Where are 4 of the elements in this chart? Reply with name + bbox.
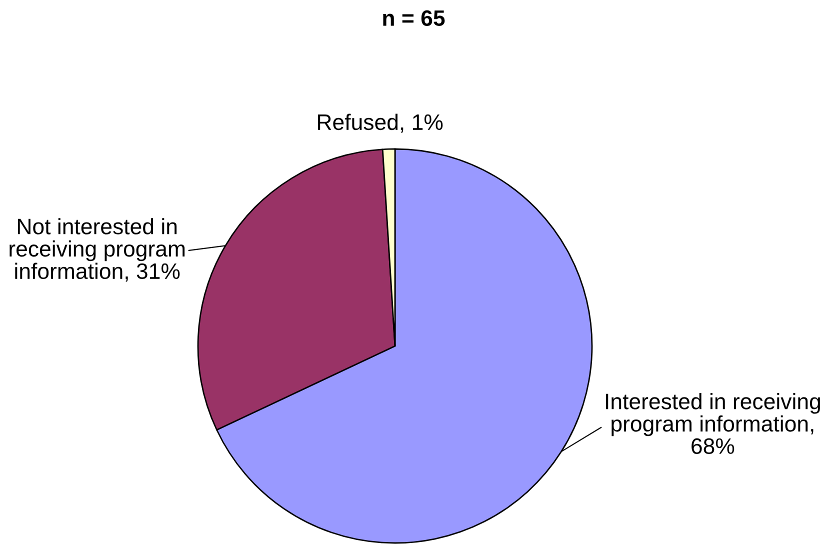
chart-title: n = 65 — [383, 10, 445, 26]
slice-label: Interested in receiving program information, 68% — [606, 393, 820, 454]
slice-label: Not interested in receiving program information, 31% — [10, 218, 185, 282]
slice-label: Refused, 1% — [318, 114, 443, 133]
